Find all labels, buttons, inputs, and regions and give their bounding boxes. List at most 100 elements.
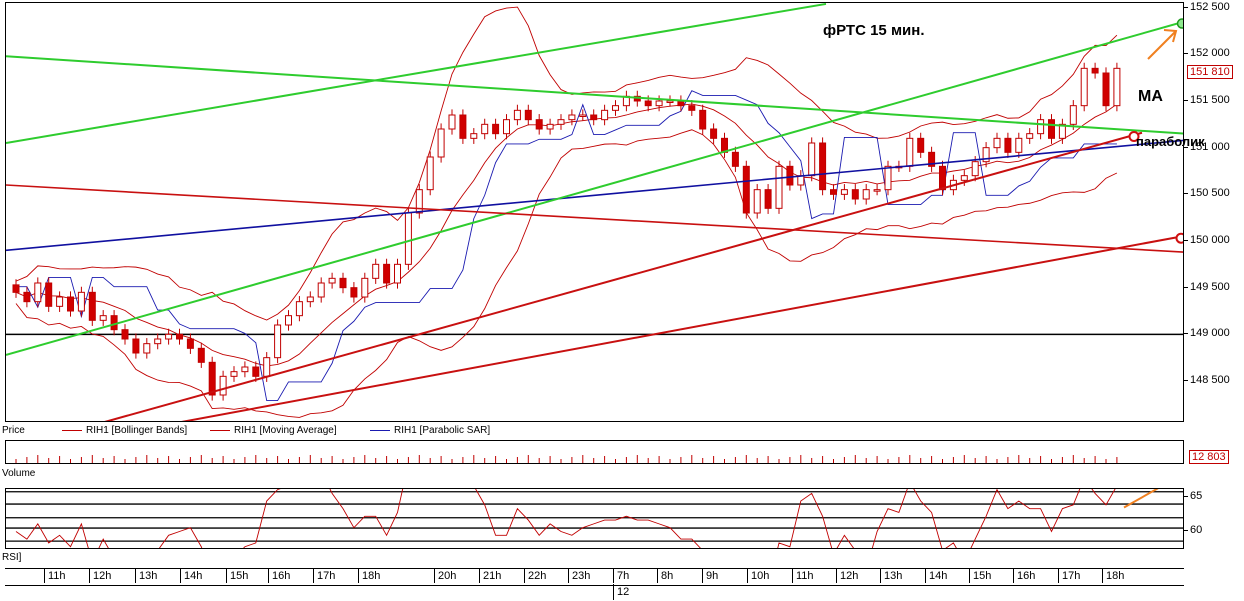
candle-body-down: [677, 100, 685, 107]
time-tick-mark: [880, 569, 881, 583]
candle: [252, 361, 260, 382]
candle-body-up: [34, 282, 42, 303]
time-tick-mark: [747, 569, 748, 583]
time-tick-label: 23h: [572, 570, 591, 582]
candle-body-up: [971, 161, 979, 177]
last-price-badge: 151 810: [1187, 65, 1233, 79]
candle-body-up: [993, 137, 1001, 149]
rsi-line: [15, 489, 1116, 548]
candle: [699, 104, 707, 135]
candle: [1037, 114, 1045, 140]
time-tick-label: 16h: [272, 570, 291, 582]
time-tick-mark: [1102, 569, 1103, 583]
date-label: 12: [617, 586, 630, 598]
time-tick-mark: [1013, 569, 1014, 583]
candle: [350, 282, 358, 303]
candle: [339, 272, 347, 294]
candle-body-up: [1058, 123, 1066, 139]
candle-body-down: [67, 296, 74, 312]
candle: [274, 319, 282, 364]
candle-body-up: [437, 128, 445, 158]
candle: [993, 132, 1001, 154]
candle-body-up: [840, 189, 848, 195]
legend-ma-label: RIH1 [Moving Average]: [234, 425, 337, 436]
candle-body-down: [45, 282, 53, 307]
time-tick-label: 17h: [317, 570, 336, 582]
candle-body-up: [1113, 67, 1121, 107]
candle-body-down: [1102, 72, 1110, 107]
time-tick-mark: [657, 569, 658, 583]
date-separator: [613, 584, 614, 600]
candle: [415, 184, 423, 219]
candle: [524, 104, 532, 126]
candle: [394, 258, 401, 289]
time-tick-label: 21h: [483, 570, 502, 582]
time-tick-label: 13h: [139, 570, 158, 582]
candle: [710, 123, 718, 144]
bollinger-lower-line: [15, 129, 1118, 418]
time-tick-label: 9h: [706, 570, 719, 582]
candle-body-down: [350, 287, 358, 298]
candle: [77, 286, 85, 317]
candle: [655, 95, 663, 112]
candle: [12, 279, 20, 298]
time-tick-label: 18h: [1106, 570, 1125, 582]
time-tick-mark: [135, 569, 136, 583]
time-tick-label: 14h: [929, 570, 948, 582]
candle-body-up: [1037, 119, 1045, 135]
time-tick-mark: [226, 569, 227, 583]
candle-body-up: [165, 333, 173, 340]
candle-body-up: [426, 156, 434, 191]
candle-body-up: [906, 137, 914, 167]
candle-body-up: [241, 366, 249, 373]
candle: [285, 310, 292, 331]
price-tick-label: 151 000: [1190, 140, 1230, 153]
candle: [666, 95, 674, 107]
price-axis: 152 500 152 000 151 500 151 000 150 500 150 0…: [1184, 0, 1244, 424]
candle: [208, 356, 216, 401]
candle-body-down: [742, 165, 750, 214]
candle-body-up: [655, 100, 663, 107]
trendline-green-descending: [6, 55, 1183, 135]
candle-body-up: [230, 371, 238, 377]
candle: [99, 310, 107, 326]
candle: [383, 258, 391, 289]
candle-body-up: [1026, 133, 1034, 139]
time-tick-mark: [479, 569, 480, 583]
candle-body-up: [415, 189, 423, 214]
candle: [121, 324, 129, 345]
candle: [928, 146, 936, 172]
candle: [241, 361, 249, 378]
time-tick-label: 17h: [1062, 570, 1081, 582]
candle-body-up: [394, 263, 401, 284]
candle: [34, 277, 42, 308]
candle-body-down: [252, 366, 260, 377]
candle: [601, 104, 609, 126]
candle-body-up: [557, 119, 565, 125]
candle: [1113, 62, 1121, 112]
time-tick-mark: [925, 569, 926, 583]
time-tick-label: 20h: [438, 570, 457, 582]
candle-body-down: [830, 189, 837, 195]
candle-body-down: [132, 338, 140, 354]
candle-body-up: [982, 147, 990, 163]
candle-body-up: [306, 296, 314, 303]
time-tick-mark: [524, 569, 525, 583]
candle-body-down: [121, 329, 129, 340]
time-tick-label: 18h: [362, 570, 381, 582]
candle-body-up: [470, 133, 478, 139]
candle-body-up: [219, 375, 227, 396]
candle-body-down: [208, 361, 216, 396]
volume-panel-label: Volume: [2, 468, 36, 479]
candle: [873, 184, 881, 196]
candle: [1102, 67, 1110, 112]
trendline-green-upper: [6, 3, 827, 144]
candle: [1080, 62, 1088, 112]
candle: [88, 286, 96, 326]
candle: [165, 328, 173, 345]
candle-body-down: [12, 284, 20, 293]
candle-body-up: [56, 296, 64, 307]
price-tick-label: 149 000: [1190, 327, 1230, 340]
time-tick-mark: [44, 569, 45, 583]
candle-body-down: [186, 338, 194, 349]
